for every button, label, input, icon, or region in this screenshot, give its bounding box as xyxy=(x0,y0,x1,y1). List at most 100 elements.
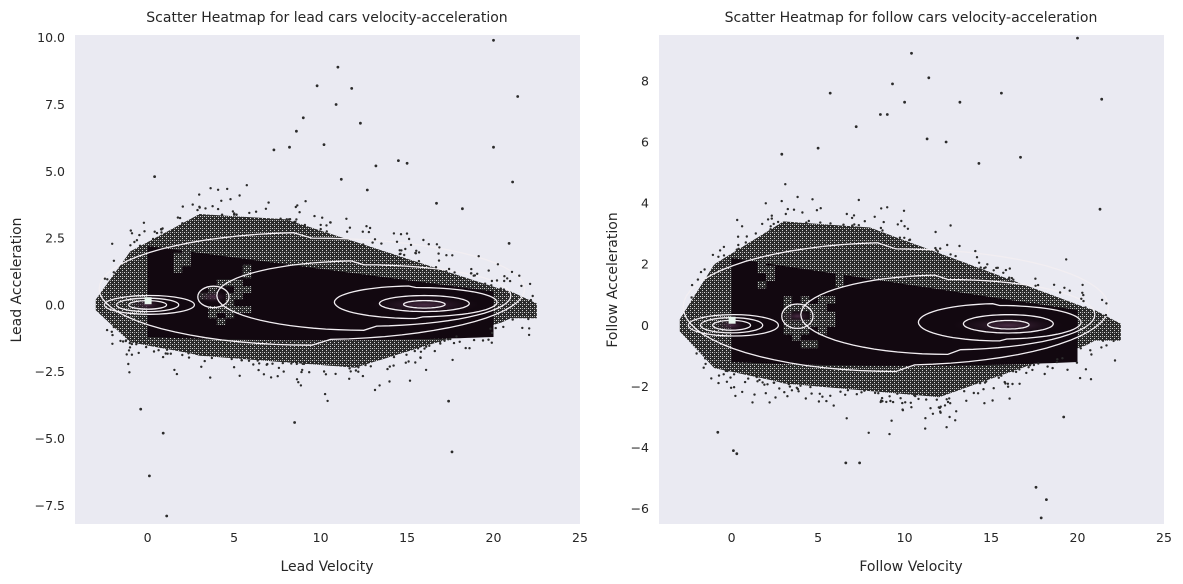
lead-scatter-point xyxy=(433,349,436,353)
follow-scatter-point xyxy=(786,395,789,398)
lead-scatter-point xyxy=(324,373,328,376)
follow-scatter-point xyxy=(845,417,848,420)
lead-scatter-point xyxy=(453,271,456,274)
follow-contour-line xyxy=(687,313,780,337)
follow-outlier-point xyxy=(1000,91,1003,95)
lead-speckle-cell xyxy=(234,306,243,313)
lead-scatter-point xyxy=(398,252,401,256)
lead-scatter-point xyxy=(257,368,260,372)
follow-scatter-point xyxy=(786,207,789,211)
follow-scatter-point xyxy=(938,406,941,410)
lead-scatter-point xyxy=(262,373,266,376)
follow-scatter-point xyxy=(906,227,910,230)
lead-outlier-point xyxy=(516,95,520,98)
lead-scatter-point xyxy=(449,337,452,341)
follow-scatter-point xyxy=(747,377,750,380)
follow-scatter-point xyxy=(764,392,767,395)
follow-y-tick-label: 6 xyxy=(641,135,649,150)
follow-scatter-point xyxy=(1037,362,1040,365)
follow-scatter-point xyxy=(1056,358,1059,361)
follow-scatter-point xyxy=(925,398,928,401)
lead-scatter-point xyxy=(226,187,229,191)
lead-scatter-point xyxy=(392,355,396,359)
lead-scatter-point xyxy=(502,288,506,291)
follow-x-axis-label: Follow Velocity xyxy=(859,559,962,575)
follow-scatter-point xyxy=(717,374,721,377)
lead-scatter-point xyxy=(135,343,138,346)
follow-speckle-cell xyxy=(818,319,827,327)
follow-x-ticks: 0 5 10 15 20 25 xyxy=(728,530,1172,545)
follow-scatter-point xyxy=(703,357,707,360)
lead-scatter-point xyxy=(388,365,391,368)
follow-scatter-point xyxy=(873,215,876,218)
lead-scatter-point xyxy=(527,317,530,321)
lead-scatter-point xyxy=(348,226,352,229)
lead-speckle-cell xyxy=(234,279,243,287)
lead-scatter-point xyxy=(294,220,297,223)
lead-outlier-point xyxy=(322,143,326,147)
lead-y-tick-label: −7.5 xyxy=(35,498,65,513)
lead-scatter-point xyxy=(124,339,128,343)
follow-speckle-cell xyxy=(826,319,836,327)
lead-scatter-point xyxy=(407,237,411,241)
lead-scatter-point xyxy=(437,252,440,255)
follow-scatter-point xyxy=(935,248,938,252)
follow-scatter-point xyxy=(879,400,882,404)
follow-scatter-point xyxy=(903,225,906,228)
follow-scatter-point xyxy=(710,377,713,380)
lead-outlier-point xyxy=(148,474,151,478)
follow-scatter-point xyxy=(722,245,726,249)
lead-scatter-point xyxy=(258,362,261,365)
lead-outlier-point xyxy=(272,148,276,152)
follow-scatter-point xyxy=(879,226,883,230)
follow-outlier-point xyxy=(735,452,739,456)
follow-x-tick-label: 10 xyxy=(897,530,913,545)
follow-scatter-point xyxy=(796,195,799,199)
lead-scatter-point xyxy=(285,218,288,221)
follow-speckle-cell xyxy=(818,303,827,312)
lead-scatter-point xyxy=(452,341,456,345)
follow-scatter-point xyxy=(1063,286,1066,289)
lead-scatter-point xyxy=(528,282,532,286)
follow-scatter-point xyxy=(1105,302,1108,305)
follow-scatter-point xyxy=(976,392,980,395)
follow-scatter-point xyxy=(764,202,767,205)
follow-scatter-point xyxy=(717,255,720,258)
follow-speckle-cell xyxy=(783,296,793,304)
lead-scatter-point xyxy=(443,339,446,342)
follow-scatter-point xyxy=(844,393,847,396)
lead-scatter-point xyxy=(405,232,409,235)
lead-y-tick-label: 0.0 xyxy=(45,297,65,312)
lead-scatter-point xyxy=(181,353,184,357)
follow-scatter-point xyxy=(983,402,986,405)
lead-scatter-point xyxy=(510,270,514,274)
follow-speckle-cell xyxy=(757,258,767,266)
follow-scatter-point xyxy=(1025,371,1028,375)
lead-scatter-point xyxy=(235,213,238,216)
follow-scatter-point xyxy=(1090,353,1093,356)
lead-scatter-point xyxy=(133,240,136,244)
follow-scatter-point xyxy=(1105,344,1108,347)
lead-scatter-point xyxy=(511,318,514,321)
follow-scatter-point xyxy=(965,399,968,402)
follow-speckle-cell xyxy=(818,296,827,304)
follow-scatter-point xyxy=(763,383,766,386)
lead-scatter-point xyxy=(245,184,248,187)
lead-speckle-cell xyxy=(225,311,235,319)
follow-outlier-point xyxy=(854,125,858,129)
lead-scatter-point xyxy=(438,246,441,249)
follow-outlier-point xyxy=(903,100,906,104)
follow-scatter-point xyxy=(1089,349,1092,352)
lead-scatter-point xyxy=(128,341,131,345)
lead-scatter-point xyxy=(518,274,521,277)
follow-scatter-point xyxy=(1018,382,1021,385)
follow-scatter-point xyxy=(860,391,863,394)
follow-scatter-point xyxy=(729,376,732,379)
follow-outlier-point xyxy=(1039,516,1043,520)
follow-scatter-point xyxy=(975,256,979,259)
follow-scatter-point xyxy=(888,432,891,436)
lead-scatter-point xyxy=(265,363,268,366)
lead-scatter-point xyxy=(252,363,255,366)
follow-scatter-point xyxy=(851,224,854,227)
